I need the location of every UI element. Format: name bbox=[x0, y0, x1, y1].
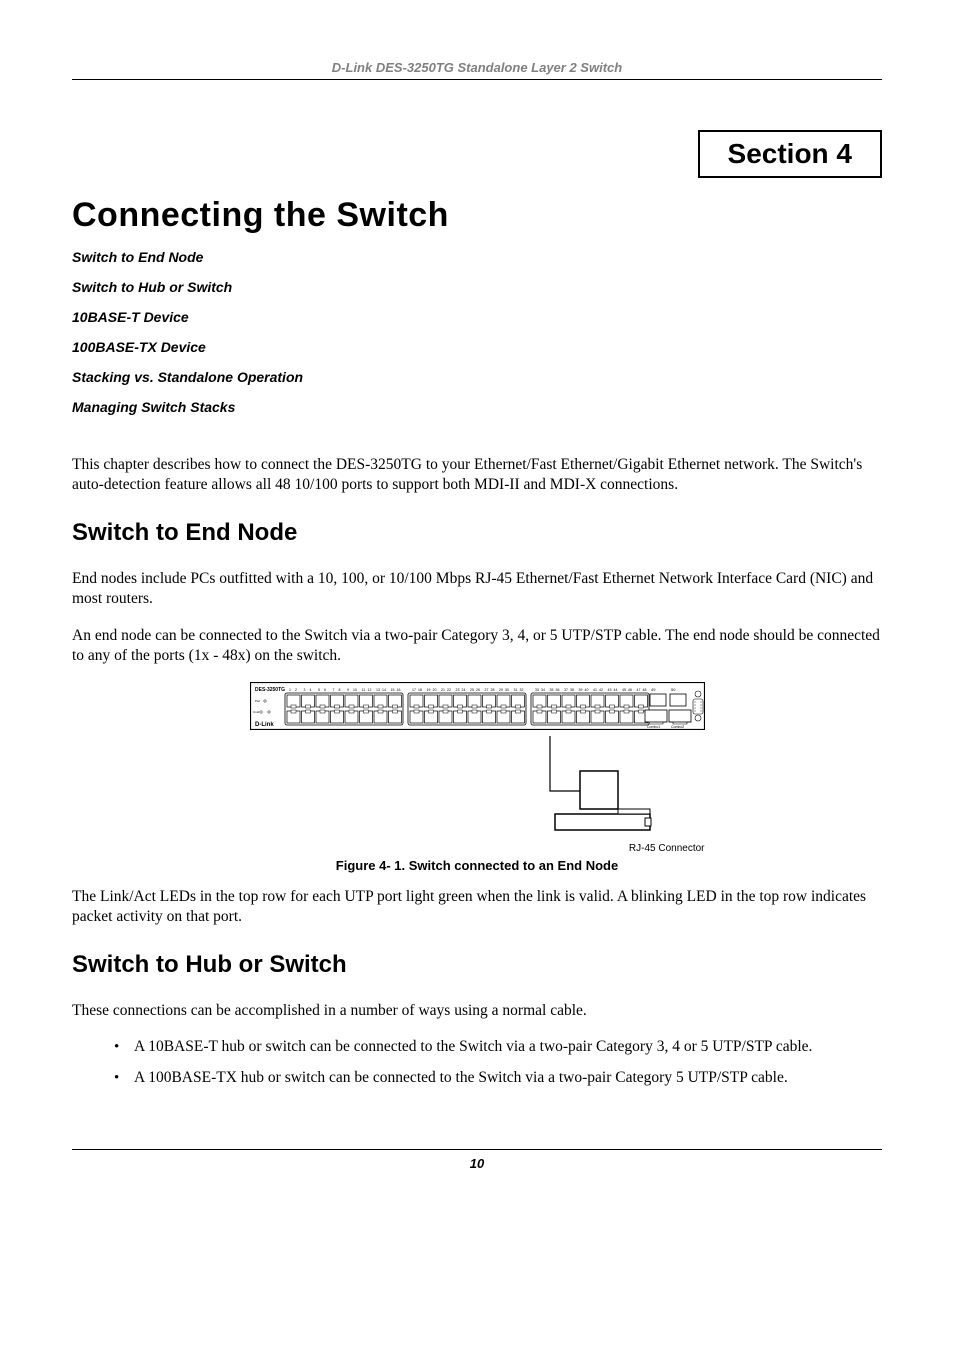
svg-text:4: 4 bbox=[309, 688, 311, 692]
svg-text:6: 6 bbox=[324, 688, 326, 692]
svg-text:45: 45 bbox=[622, 688, 626, 692]
intro-paragraph: This chapter describes how to connect th… bbox=[72, 455, 882, 495]
svg-text:10: 10 bbox=[353, 688, 357, 692]
body-paragraph: The Link/Act LEDs in the top row for eac… bbox=[72, 887, 882, 927]
svg-text:7: 7 bbox=[332, 688, 334, 692]
svg-text:18: 18 bbox=[418, 688, 422, 692]
svg-text:25: 25 bbox=[470, 688, 474, 692]
bullet-list: A 10BASE-T hub or switch can be connecte… bbox=[114, 1037, 882, 1089]
svg-text:35: 35 bbox=[549, 688, 553, 692]
svg-text:33: 33 bbox=[535, 688, 539, 692]
svg-text:27: 27 bbox=[484, 688, 488, 692]
page-number: 10 bbox=[72, 1156, 882, 1171]
svg-text:37: 37 bbox=[564, 688, 568, 692]
svg-text:47: 47 bbox=[636, 688, 640, 692]
list-item: A 100BASE-TX hub or switch can be connec… bbox=[114, 1068, 882, 1089]
section-heading-end-node: Switch to End Node bbox=[72, 519, 882, 547]
toc-item: Switch to Hub or Switch bbox=[72, 279, 882, 295]
svg-text:2: 2 bbox=[295, 688, 297, 692]
toc-item: Managing Switch Stacks bbox=[72, 399, 882, 415]
brand-label: D-Link bbox=[255, 722, 274, 728]
svg-text:42: 42 bbox=[599, 688, 603, 692]
toc-item: 10BASE-T Device bbox=[72, 309, 882, 325]
svg-text:12: 12 bbox=[367, 688, 371, 692]
svg-text:26: 26 bbox=[476, 688, 480, 692]
section-box: Section 4 bbox=[698, 130, 882, 178]
body-paragraph: An end node can be connected to the Swit… bbox=[72, 626, 882, 666]
svg-text:11: 11 bbox=[361, 688, 365, 692]
svg-text:13: 13 bbox=[376, 688, 380, 692]
svg-text:41: 41 bbox=[593, 688, 597, 692]
toc-item: 100BASE-TX Device bbox=[72, 339, 882, 355]
figure-caption: Figure 4- 1. Switch connected to an End … bbox=[72, 858, 882, 873]
header-rule bbox=[72, 79, 882, 80]
svg-text:8: 8 bbox=[338, 688, 340, 692]
switch-front-panel-icon: DES-3250TG Pwr Cnsl D-Link 1234567891011… bbox=[250, 682, 705, 730]
svg-text:1: 1 bbox=[289, 688, 291, 692]
svg-text:50: 50 bbox=[671, 687, 676, 692]
svg-text:17: 17 bbox=[412, 688, 416, 692]
svg-text:3: 3 bbox=[303, 688, 305, 692]
svg-text:40: 40 bbox=[584, 688, 588, 692]
svg-text:29: 29 bbox=[499, 688, 503, 692]
svg-text:46: 46 bbox=[628, 688, 632, 692]
svg-text:5: 5 bbox=[318, 688, 320, 692]
toc-item: Switch to End Node bbox=[72, 249, 882, 265]
svg-text:32: 32 bbox=[519, 688, 523, 692]
svg-text:48: 48 bbox=[642, 688, 646, 692]
body-paragraph: These connections can be accomplished in… bbox=[72, 1001, 882, 1021]
connection-diagram-icon bbox=[250, 736, 705, 841]
svg-text:20: 20 bbox=[432, 688, 436, 692]
svg-text:9: 9 bbox=[347, 688, 349, 692]
running-header: D-Link DES-3250TG Standalone Layer 2 Swi… bbox=[72, 60, 882, 75]
svg-text:19: 19 bbox=[426, 688, 430, 692]
svg-text:30: 30 bbox=[505, 688, 509, 692]
chapter-title: Connecting the Switch bbox=[72, 196, 882, 235]
svg-text:15: 15 bbox=[390, 688, 394, 692]
svg-text:Combo2: Combo2 bbox=[671, 725, 684, 729]
svg-text:Cnsl: Cnsl bbox=[253, 710, 259, 714]
svg-text:39: 39 bbox=[578, 688, 582, 692]
svg-text:Combo1: Combo1 bbox=[647, 725, 660, 729]
svg-text:23: 23 bbox=[455, 688, 459, 692]
svg-text:21: 21 bbox=[441, 688, 445, 692]
svg-text:43: 43 bbox=[607, 688, 611, 692]
svg-text:24: 24 bbox=[461, 688, 465, 692]
svg-text:31: 31 bbox=[513, 688, 517, 692]
model-label: DES-3250TG bbox=[255, 687, 285, 693]
toc-item: Stacking vs. Standalone Operation bbox=[72, 369, 882, 385]
svg-text:22: 22 bbox=[447, 688, 451, 692]
list-item: A 10BASE-T hub or switch can be connecte… bbox=[114, 1037, 882, 1058]
body-paragraph: End nodes include PCs outfitted with a 1… bbox=[72, 569, 882, 609]
svg-text:Pwr: Pwr bbox=[255, 699, 260, 703]
section-heading-hub-switch: Switch to Hub or Switch bbox=[72, 951, 882, 979]
svg-text:44: 44 bbox=[613, 688, 617, 692]
svg-text:28: 28 bbox=[490, 688, 494, 692]
svg-text:16: 16 bbox=[396, 688, 400, 692]
svg-text:49: 49 bbox=[651, 687, 656, 692]
svg-text:34: 34 bbox=[541, 688, 545, 692]
footer-rule bbox=[72, 1149, 882, 1150]
figure-switch-diagram: DES-3250TG Pwr Cnsl D-Link 1234567891011… bbox=[72, 682, 882, 854]
svg-text:38: 38 bbox=[570, 688, 574, 692]
svg-text:36: 36 bbox=[555, 688, 559, 692]
svg-text:14: 14 bbox=[382, 688, 386, 692]
connector-label: RJ-45 Connector bbox=[250, 843, 705, 854]
